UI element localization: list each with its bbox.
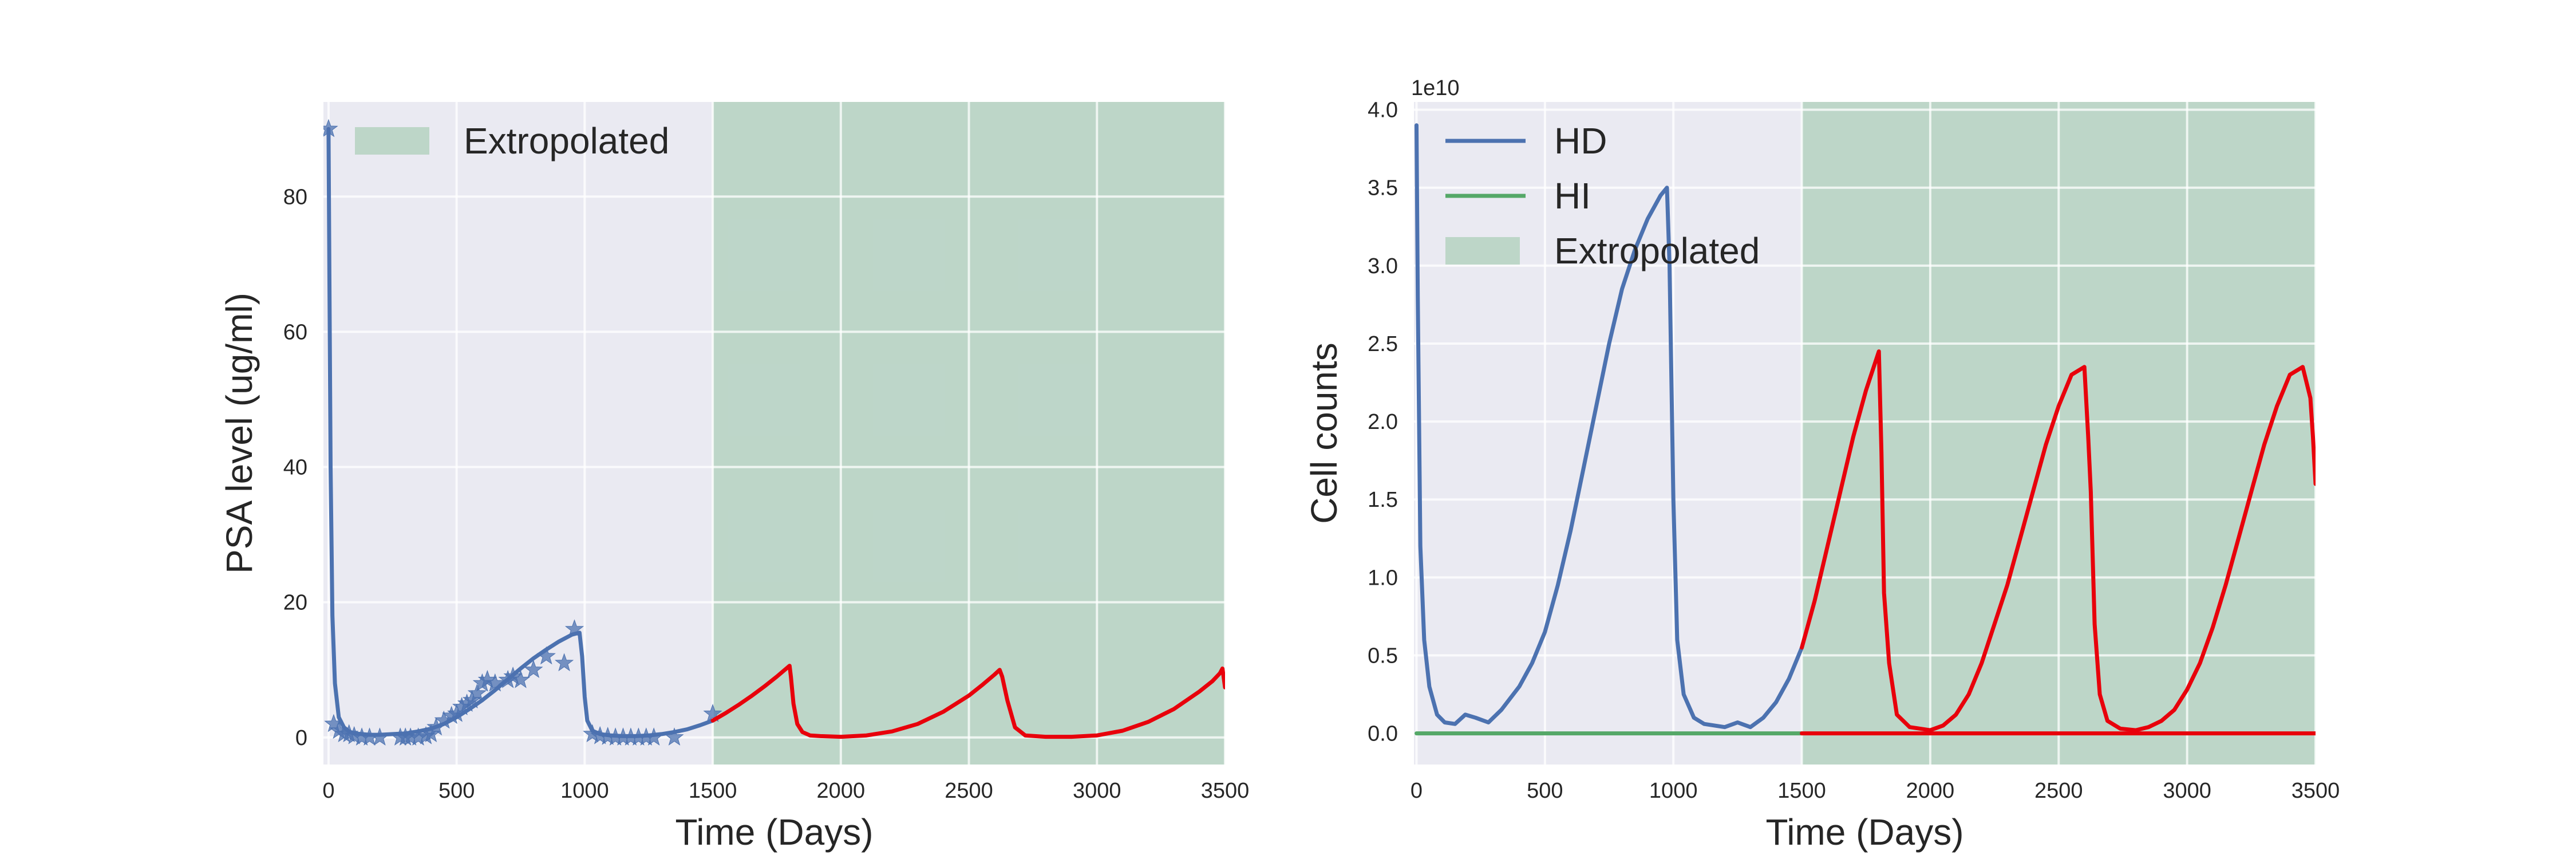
x-tick-label: 1000 (1649, 779, 1698, 803)
extrapolated-line (1800, 349, 2316, 732)
plot-background (1414, 102, 2316, 765)
series-line-hd (1415, 123, 1804, 730)
legend-label: Extropolated (1554, 230, 1760, 271)
data-point-star (329, 720, 349, 739)
x-tick-label: 3000 (1073, 779, 1121, 803)
y-tick-label: 3.5 (1368, 176, 1398, 200)
y-tick-label: 2.5 (1368, 332, 1398, 356)
data-point-star (554, 653, 574, 672)
y-axis-label: Cell counts (1303, 342, 1345, 524)
data-point-star (511, 669, 531, 688)
x-tick-label: 500 (438, 779, 475, 803)
x-tick-label: 1500 (1777, 779, 1826, 803)
data-point-star (485, 673, 505, 692)
x-tick-label: 0 (322, 779, 334, 803)
data-point-star (536, 646, 556, 665)
legend-label: Extropolated (464, 120, 669, 161)
legend: HD HI Extropolated (1445, 120, 1760, 271)
data-point-star (524, 660, 543, 678)
legend: Extropolated (355, 120, 669, 161)
y-tick-label: 20 (283, 591, 307, 615)
y-tick-label: 0 (295, 726, 307, 750)
y-tick-label: 0.5 (1368, 644, 1398, 668)
plot-area (1415, 123, 2316, 736)
x-tick-label: 2500 (945, 779, 993, 803)
legend-swatch-extrapolated (1445, 237, 1520, 265)
legend-swatch-extrapolated (355, 127, 429, 155)
legend-label: HD (1554, 120, 1607, 161)
x-tick-label: 1000 (560, 779, 609, 803)
x-tick-label: 2000 (817, 779, 866, 803)
y-offset-text: 1e10 (1411, 76, 1460, 100)
x-tick-label: 2000 (1906, 779, 1955, 803)
data-point-star (703, 704, 722, 722)
y-tick-label: 4.0 (1368, 98, 1398, 123)
y-tick-label: 1.0 (1368, 566, 1398, 590)
data-point-star (370, 727, 390, 746)
y-tick-label: 3.0 (1368, 254, 1398, 278)
y-tick-label: 0.0 (1368, 722, 1398, 746)
x-tick-label: 500 (1527, 779, 1563, 803)
x-axis-label: Time (Days) (1765, 811, 1963, 853)
x-tick-label: 1500 (689, 779, 737, 803)
chart-2: 0 500 1000 1500 2000 2500 3000 3500 0.0 0.5 1.0 1.5… (1303, 76, 2340, 853)
x-tick-label: 3500 (1201, 779, 1250, 803)
plot-area (323, 119, 1225, 746)
x-tick-label: 2500 (2034, 779, 2083, 803)
y-axis-label: PSA level (ug/ml) (219, 293, 260, 574)
data-point-star (564, 619, 584, 637)
data-point-star (323, 119, 338, 137)
x-axis-label: Time (Days) (675, 811, 873, 853)
plot-background (323, 102, 1225, 765)
x-tick-label: 3000 (2163, 779, 2211, 803)
y-tick-label: 80 (283, 185, 307, 209)
y-tick-label: 1.5 (1368, 488, 1398, 512)
y-tick-label: 60 (283, 320, 307, 344)
x-tick-label: 3500 (2291, 779, 2340, 803)
data-point-star (467, 683, 487, 702)
extrapolated-line (710, 664, 1225, 739)
data-point-star (644, 727, 663, 746)
x-tick-label: 0 (1411, 779, 1423, 803)
y-tick-label: 2.0 (1368, 410, 1398, 434)
data-point-star (665, 727, 684, 746)
y-tick-label: 40 (283, 456, 307, 480)
legend-label: HI (1554, 175, 1591, 216)
chart-1: 0 500 1000 1500 2000 2500 3000 3500 0 20 40 60 80 Tim… (219, 102, 1249, 853)
